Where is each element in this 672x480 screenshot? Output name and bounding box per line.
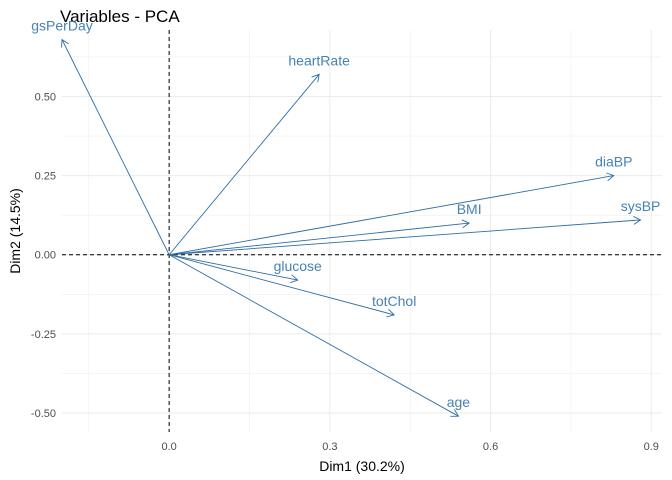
x-tick-label: 0.9: [644, 441, 659, 453]
arrow-sysBP: [169, 219, 641, 256]
x-tick-label: 0.0: [161, 441, 176, 453]
variable-label-totChol: totChol: [372, 293, 416, 309]
arrowhead-sysBP: [633, 216, 642, 225]
y-tick-label: 0.00: [35, 250, 56, 262]
variable-label-diaBP: diaBP: [595, 154, 632, 170]
x-axis-title: Dim1 (30.2%): [319, 458, 405, 474]
y-axis-title: Dim2 (14.5%): [7, 188, 23, 274]
y-tick-label: -0.25: [31, 329, 56, 341]
arrow-heartRate: [168, 74, 320, 256]
variable-label-gsPerDay: gsPerDay: [31, 17, 92, 33]
y-tick-label: 0.25: [35, 171, 56, 183]
x-tick-label: 0.3: [322, 441, 337, 453]
variable-label-glucose: glucose: [274, 258, 322, 274]
arrowhead-glucose: [289, 274, 299, 284]
variable-label-BMI: BMI: [457, 201, 482, 217]
arrow-age: [168, 254, 459, 417]
variable-label-age: age: [447, 394, 471, 410]
arrowhead-BMI: [461, 219, 471, 229]
variable-label-heartRate: heartRate: [288, 52, 350, 68]
arrowhead-gsPerDay: [61, 38, 69, 48]
variable-label-sysBP: sysBP: [621, 198, 661, 214]
arrowhead-diaBP: [606, 172, 615, 182]
arrow-gsPerDay: [61, 39, 170, 255]
arrowhead-age: [450, 409, 460, 417]
arrow-diaBP: [169, 175, 614, 256]
x-tick-label: 0.6: [483, 441, 498, 453]
y-tick-label: -0.50: [31, 408, 56, 420]
arrow-BMI: [169, 222, 470, 256]
arrow-glucose: [169, 254, 298, 281]
chart-title: Variables - PCA: [60, 7, 180, 26]
arrowhead-heartRate: [311, 73, 320, 83]
arrow-totChol: [169, 254, 395, 316]
arrowhead-totChol: [386, 308, 396, 318]
y-tick-label: 0.50: [35, 91, 56, 103]
